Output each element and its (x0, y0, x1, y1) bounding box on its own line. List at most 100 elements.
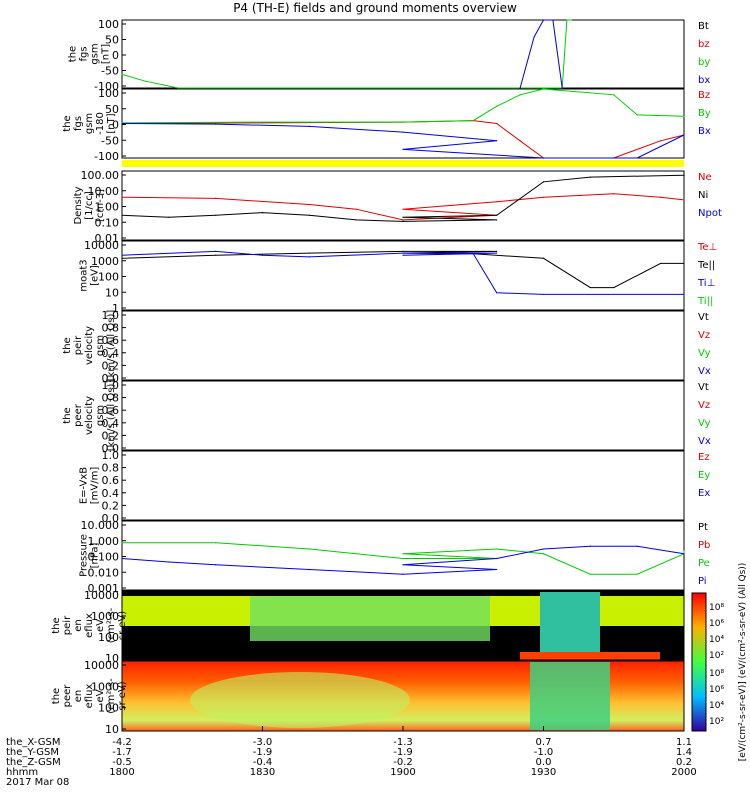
y-axis-label-line: the (51, 617, 62, 633)
y-axis-label-line: the (68, 46, 79, 62)
data-point (355, 219, 357, 221)
y-tick-label: 10000 (84, 659, 119, 672)
x-tick-label: 1830 (250, 767, 275, 778)
y-axis-label-line: Density (73, 186, 84, 224)
y-axis-label-line: [eV] (90, 265, 101, 286)
peir-spectrogram-patch (250, 596, 490, 641)
y-axis-label-line: fgs (73, 116, 84, 131)
data-point (542, 553, 545, 555)
colorbar-tick: 10⁶ (709, 619, 724, 629)
y-axis-label-line: velocity (84, 326, 95, 365)
y-axis-label-line: the (62, 115, 73, 131)
data-point (402, 216, 404, 218)
y-tick-label: 1000 (91, 680, 119, 693)
y-axis-label-line: [km/s (All Qs)] (106, 310, 117, 382)
y-tick-label: 10 (105, 286, 119, 299)
x-tick-label: -1.3 (393, 737, 413, 748)
x-row-label: the_Y-GSM (6, 747, 59, 758)
colorbar-tick: 10⁸ (709, 669, 724, 679)
x-tick-label: -3.0 (253, 737, 273, 748)
data-point (121, 557, 123, 560)
data-point (121, 196, 123, 198)
y-tick-label: 50 (105, 103, 119, 116)
data-point (121, 122, 123, 125)
y-axis-label: the fgs gsm -180 [nT] (62, 112, 117, 135)
data-point (402, 148, 404, 150)
data-point (261, 121, 264, 123)
data-point (542, 19, 545, 21)
peir-spectrogram-burst (540, 592, 600, 658)
data-point (683, 262, 685, 265)
y-axis-label-line: -180 (95, 112, 106, 135)
y-tick-label: 0.010 (88, 566, 120, 579)
data-point (519, 94, 521, 96)
x-tick-label: 1800 (109, 767, 134, 778)
chart-title: P4 (TH-E) fields and ground moments over… (233, 1, 517, 15)
legend-entry: Ne (698, 172, 712, 183)
y-axis-label: the fgs gsm [nT] (68, 43, 112, 64)
legend-entry: Vy (698, 418, 711, 429)
y-axis-label-line: [mV/m] (90, 467, 101, 505)
y-axis-label-line: the (62, 337, 73, 353)
x-row-label: the_X-GSM (6, 737, 60, 748)
y-tick-label: 10000 (84, 239, 119, 252)
data-point (613, 94, 615, 96)
y-tick-label: 0.8 (102, 322, 120, 335)
data-point (613, 286, 615, 289)
data-point (496, 201, 498, 203)
y-tick-label: 100.00 (81, 169, 120, 182)
data-point (659, 262, 662, 265)
data-point (542, 88, 545, 90)
data-point (519, 140, 521, 142)
data-point (496, 292, 498, 294)
data-point (215, 197, 217, 200)
data-point (121, 257, 123, 259)
data-point (566, 19, 568, 21)
data-point (496, 252, 498, 254)
x-row-label: the_Z-GSM (6, 757, 61, 768)
x-tick-label: -1.9 (253, 747, 273, 758)
y-tick-label: 0.6 (102, 474, 120, 487)
legend-entry: By (698, 108, 711, 119)
peer-spectrogram-core (190, 672, 410, 728)
colorbar-tick: 10² (709, 651, 724, 661)
x-tick-label: 1.4 (676, 747, 692, 758)
y-tick-label: -50 (101, 134, 119, 147)
data-point (659, 145, 662, 148)
data-point (261, 254, 264, 256)
y-tick-label: 1 (112, 302, 119, 315)
data-point (496, 214, 498, 216)
x-tick-label: 1900 (390, 767, 415, 778)
legend-entry: Vt (698, 382, 709, 393)
data-point (168, 561, 170, 563)
data-point (636, 157, 638, 159)
x-tick-label: 2000 (671, 767, 696, 778)
series-line-0 (121, 19, 572, 89)
legend-entry: Vx (698, 366, 711, 377)
data-point (215, 564, 217, 566)
data-point (215, 123, 217, 125)
y-axis-label-line: peer (62, 684, 73, 708)
y-axis-label-line: gsm (84, 113, 95, 134)
y-axis-label-line: [nT] (101, 44, 112, 64)
data-point (496, 557, 498, 560)
y-tick-label: 0.001 (88, 582, 120, 595)
legend-entry: Pb (698, 540, 710, 551)
colorbar-tick: 10⁴ (709, 701, 724, 711)
data-point (636, 573, 638, 575)
data-point (496, 568, 498, 571)
data-point (496, 105, 498, 107)
y-axis-label: E=-VxB [mV/m] (79, 467, 101, 505)
y-axis-label-line: (cm²-s- (106, 678, 117, 714)
data-point (215, 214, 217, 216)
y-axis-label-line: (cm²-s- (106, 607, 117, 643)
colorbar-label-text: [eV/(cm²-s-sr-eV)] (eV/(cm²-s-sr-eV) (Al… (738, 563, 748, 762)
legend-entry: Vt (698, 312, 709, 323)
data-point (308, 214, 310, 216)
data-point (472, 253, 474, 255)
x-tick-label: -1.7 (112, 747, 132, 758)
y-tick-label: 0.0 (102, 442, 120, 455)
x-tick-label: -1.9 (393, 747, 413, 758)
series-line-10 (121, 545, 685, 575)
x-tick-label: 0.2 (676, 757, 692, 768)
